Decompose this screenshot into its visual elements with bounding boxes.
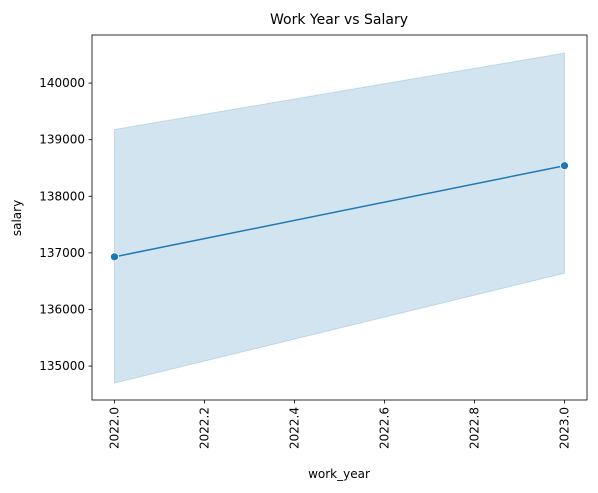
x-tick-label: 2022.8 [468,407,482,449]
plot-area [110,52,569,384]
y-axis-label: salary [10,200,24,236]
chart-title: Work Year vs Salary [270,12,408,28]
plot-frame [91,34,588,401]
x-tick-label: 2022.0 [108,407,122,449]
x-tick-label: 2022.6 [378,407,392,449]
confidence-band [114,52,565,384]
x-tick-label: 2023.0 [558,407,572,449]
x-axis-label: work_year [308,467,370,481]
y-tick-label: 138000 [39,189,85,203]
y-tick-label: 136000 [39,302,85,316]
axes: 135000 136000 137000 138000 139000 140000 2022… [39,34,588,449]
data-point [110,252,119,262]
y-tick-label: 137000 [39,246,85,260]
x-tick-label: 2022.2 [198,407,212,449]
x-tick-label: 2022.4 [288,407,302,449]
y-tick-label: 135000 [39,359,85,373]
y-tick-label: 140000 [39,76,85,90]
data-point [560,161,569,171]
y-tick-label: 139000 [39,133,85,147]
series-line [114,164,565,258]
